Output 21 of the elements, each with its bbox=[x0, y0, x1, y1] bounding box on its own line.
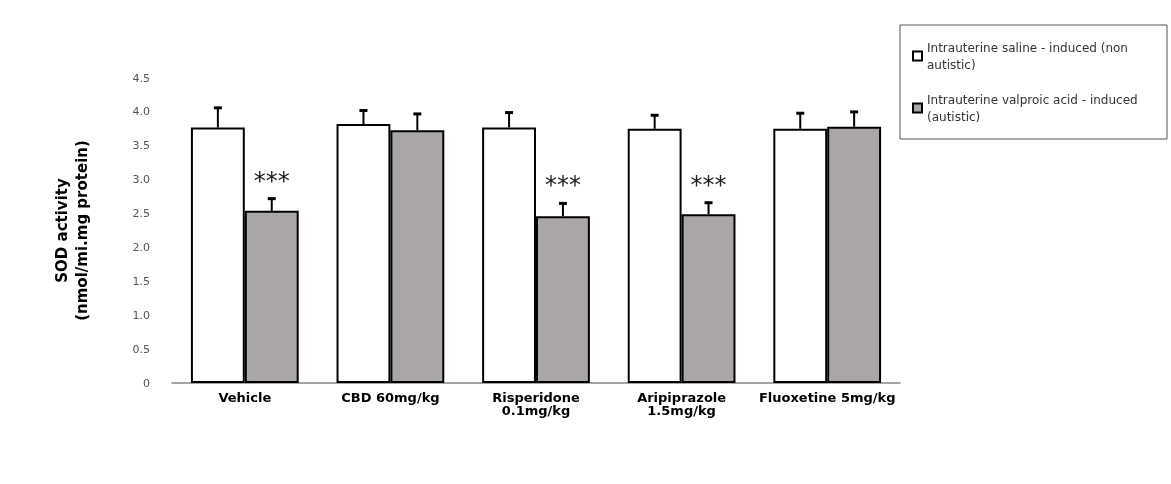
x-tick-label: Vehicle bbox=[218, 390, 272, 405]
y-tick-label: 0.5 bbox=[132, 342, 150, 356]
y-tick-label: 3.0 bbox=[132, 173, 150, 187]
y-axis-title: SOD activity (nmol/mi.mg protein) bbox=[53, 140, 91, 321]
y-tick-label: 2.5 bbox=[132, 207, 150, 221]
annotation: *** bbox=[690, 170, 727, 199]
y-tick-label: 4.0 bbox=[132, 105, 150, 119]
y-tick-label: 4.5 bbox=[132, 71, 150, 85]
y-tick-label: 3.5 bbox=[132, 139, 150, 153]
x-tick-label: CBD 60mg/kg bbox=[341, 390, 440, 405]
legend-label: Intrauterine saline - induced (non autistic) bbox=[927, 40, 1132, 72]
y-tick-label: 2.0 bbox=[132, 240, 150, 254]
x-tick-label: Fluoxetine 5mg/kg bbox=[758, 390, 896, 405]
legend-label: Intrauterine valproic acid - induced (autistic) bbox=[927, 92, 1142, 124]
y-tick-label: 0 bbox=[143, 376, 150, 390]
x-tick-label: Risperidone 0.1mg/kg bbox=[492, 390, 580, 418]
annotation: *** bbox=[544, 171, 581, 200]
x-tick-label: Aripiprazole 1.5mg/kg bbox=[637, 390, 727, 418]
y-tick-label: 1.0 bbox=[132, 308, 150, 322]
annotation: *** bbox=[253, 166, 290, 195]
y-tick-label: 1.5 bbox=[132, 274, 150, 288]
